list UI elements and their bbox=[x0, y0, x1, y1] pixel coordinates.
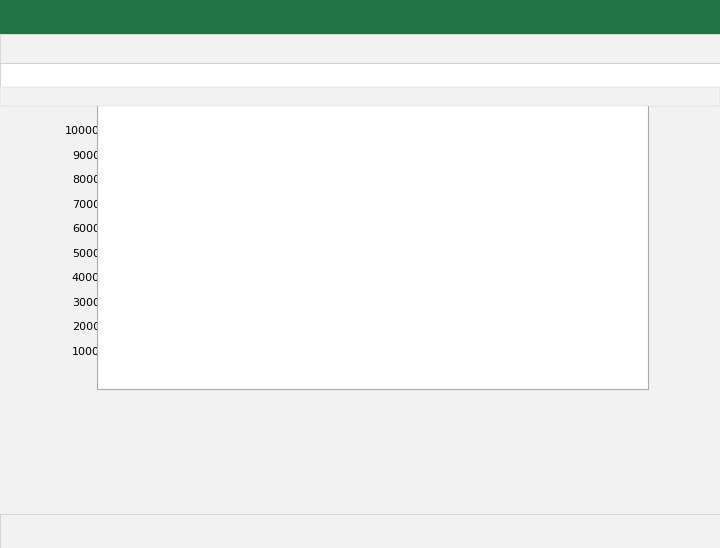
Text: Chart Title: Chart Title bbox=[317, 86, 403, 104]
Point bbox=[243, 227, 254, 236]
Point bbox=[449, 231, 461, 240]
Point bbox=[276, 328, 288, 336]
Point bbox=[506, 165, 518, 174]
Point bbox=[538, 192, 549, 201]
Point bbox=[296, 212, 307, 221]
